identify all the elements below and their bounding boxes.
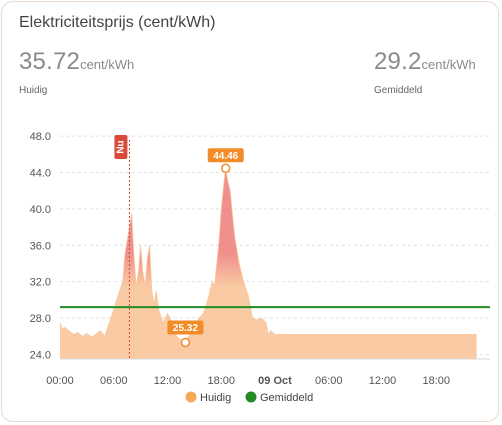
y-tick-label: 44.0 — [30, 167, 51, 179]
current-price: 35.72cent/kWh — [19, 48, 134, 76]
average-price-value: 29.2 — [374, 48, 422, 75]
legend-swatch-0 — [185, 391, 197, 403]
max-point — [220, 163, 231, 174]
now-marker-badge — [114, 135, 128, 159]
x-tick-label: 18:00 — [207, 375, 235, 387]
y-tick-label: 32.0 — [30, 277, 51, 289]
x-tick-label: 09 Oct — [258, 375, 292, 387]
legend-label-1: Gemiddeld — [260, 392, 313, 404]
current-price-value: 35.72 — [19, 48, 81, 75]
x-tick-label: 00:00 — [46, 375, 74, 387]
x-tick-label: 12:00 — [369, 375, 397, 387]
legend-label-0: Huidig — [200, 392, 231, 404]
legend-swatch-1 — [245, 391, 257, 403]
max-label-box — [207, 148, 244, 163]
x-tick-label: 06:00 — [315, 375, 343, 387]
min-label-box — [167, 320, 204, 335]
x-tick-label: 06:00 — [100, 375, 128, 387]
y-tick-label: 24.0 — [30, 349, 51, 361]
price-area — [60, 168, 477, 359]
current-price-label: Huidig — [19, 85, 48, 96]
y-tick-label: 48.0 — [30, 131, 51, 143]
current-price-unit: cent/kWh — [80, 57, 135, 72]
y-tick-label: 36.0 — [30, 240, 51, 252]
average-price: 29.2cent/kWh — [374, 48, 476, 76]
price-line — [59, 168, 477, 343]
x-tick-label: 18:00 — [422, 375, 450, 387]
now-marker-label: Nu — [116, 140, 127, 153]
average-price-unit: cent/kWh — [421, 57, 476, 72]
y-tick-label: 40.0 — [30, 204, 51, 216]
y-tick-label: 28.0 — [30, 313, 51, 325]
x-tick-label: 12:00 — [154, 375, 182, 387]
max-label: 44.46 — [213, 151, 238, 162]
min-label: 25.32 — [173, 323, 198, 334]
average-price-label: Gemiddeld — [374, 85, 423, 96]
min-point — [180, 337, 191, 348]
card-title: Elektriciteitsprijs (cent/kWh) — [19, 14, 216, 31]
